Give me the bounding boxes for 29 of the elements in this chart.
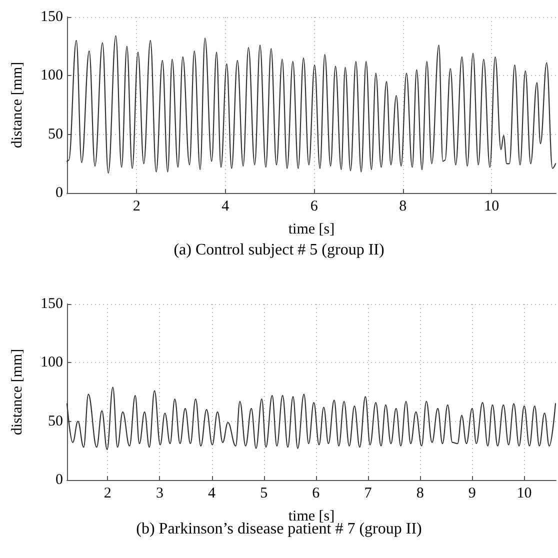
x-axis-title: time [s] bbox=[288, 508, 335, 524]
y-axis-title: distance [mm] bbox=[10, 348, 26, 436]
x-tick-label: 6 bbox=[310, 198, 318, 214]
y-tick-label: 0 bbox=[56, 472, 63, 488]
x-tick-label: 2 bbox=[132, 198, 140, 214]
x-tick-label: 8 bbox=[416, 486, 424, 502]
text: (a) Control subject # 5 (group II) bbox=[174, 242, 384, 258]
y-tick-label: 50 bbox=[48, 413, 63, 430]
x-tick-label: 2 bbox=[104, 486, 112, 502]
line-series bbox=[66, 386, 556, 450]
line-series bbox=[66, 35, 556, 174]
x-tick-label: 4 bbox=[222, 198, 230, 214]
x-tick-label: 5 bbox=[260, 486, 268, 502]
y-tick-label: 100 bbox=[40, 68, 63, 84]
y-tick-label: 150 bbox=[40, 296, 63, 312]
x-tick-label: 9 bbox=[468, 486, 476, 502]
y-tick-label: 0 bbox=[56, 185, 63, 201]
y-tick-label: 100 bbox=[40, 354, 63, 371]
x-tick-label: 10 bbox=[516, 486, 532, 502]
x-tick-label: 8 bbox=[399, 198, 407, 214]
x-tick-label: 6 bbox=[312, 486, 320, 502]
x-axis-title: time [s] bbox=[288, 222, 335, 238]
y-tick-label: 150 bbox=[40, 9, 63, 25]
x-tick-label: 7 bbox=[364, 486, 372, 502]
x-tick-label: 4 bbox=[208, 486, 216, 502]
y-axis-title: distance [mm] bbox=[10, 62, 26, 148]
x-tick-label: 3 bbox=[156, 486, 164, 502]
x-tick-label: 10 bbox=[484, 198, 500, 214]
y-tick-label: 50 bbox=[48, 126, 63, 142]
